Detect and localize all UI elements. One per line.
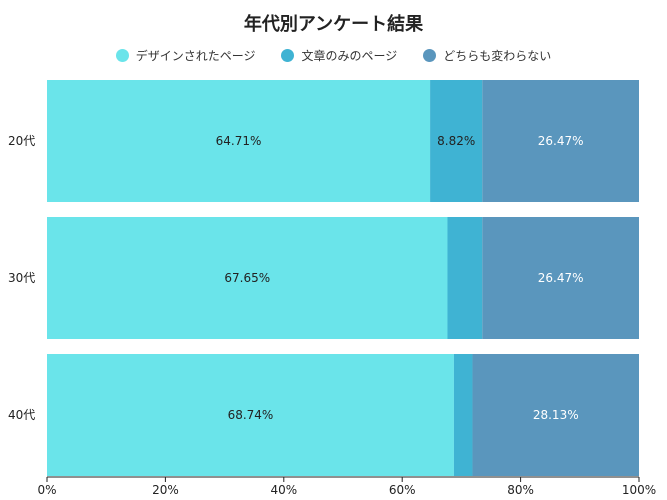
- bar-segment: [482, 80, 639, 202]
- data-label: 8.82%: [437, 134, 475, 148]
- bar-segment: [47, 217, 448, 339]
- legend-swatch-no-difference: [423, 49, 437, 62]
- x-tick-label: 20%: [152, 483, 179, 497]
- x-tick-label: 40%: [270, 483, 297, 497]
- data-label: 68.74%: [228, 408, 274, 422]
- legend: デザインされたページ 文章のみのページ どちらも変わらない: [0, 47, 667, 64]
- data-label: 67.65%: [224, 271, 270, 285]
- bar-segment: [472, 354, 639, 476]
- bar-segment: [453, 354, 473, 476]
- legend-item-no-difference: どちらも変わらない: [423, 47, 551, 64]
- category-label: 20代: [8, 134, 35, 148]
- x-tick-label: 80%: [507, 483, 534, 497]
- legend-swatch-design: [115, 49, 129, 62]
- x-tick-label: 0%: [37, 483, 56, 497]
- legend-label-text-only: 文章のみのページ: [301, 49, 398, 63]
- legend-label-no-difference: どちらも変わらない: [443, 49, 552, 63]
- x-tick-label: 100%: [622, 483, 656, 497]
- data-label: 26.47%: [538, 134, 584, 148]
- legend-item-design: デザインされたページ: [115, 47, 256, 64]
- legend-label-design: デザインされたページ: [135, 49, 256, 63]
- bar-segment: [447, 217, 483, 339]
- bar-segment: [47, 354, 454, 476]
- bar-segment: [482, 217, 639, 339]
- data-label: 26.47%: [538, 271, 584, 285]
- x-tick-label: 60%: [389, 483, 416, 497]
- category-label: 30代: [8, 271, 35, 285]
- chart-title: 年代別アンケート結果: [243, 14, 424, 35]
- data-label: 64.71%: [216, 134, 262, 148]
- data-label: 28.13%: [533, 408, 579, 422]
- category-label: 40代: [8, 408, 35, 422]
- bar-segment: [47, 80, 431, 202]
- legend-item-text-only: 文章のみのページ: [281, 47, 397, 64]
- legend-swatch-text-only: [281, 49, 295, 62]
- bar-segment: [430, 80, 483, 202]
